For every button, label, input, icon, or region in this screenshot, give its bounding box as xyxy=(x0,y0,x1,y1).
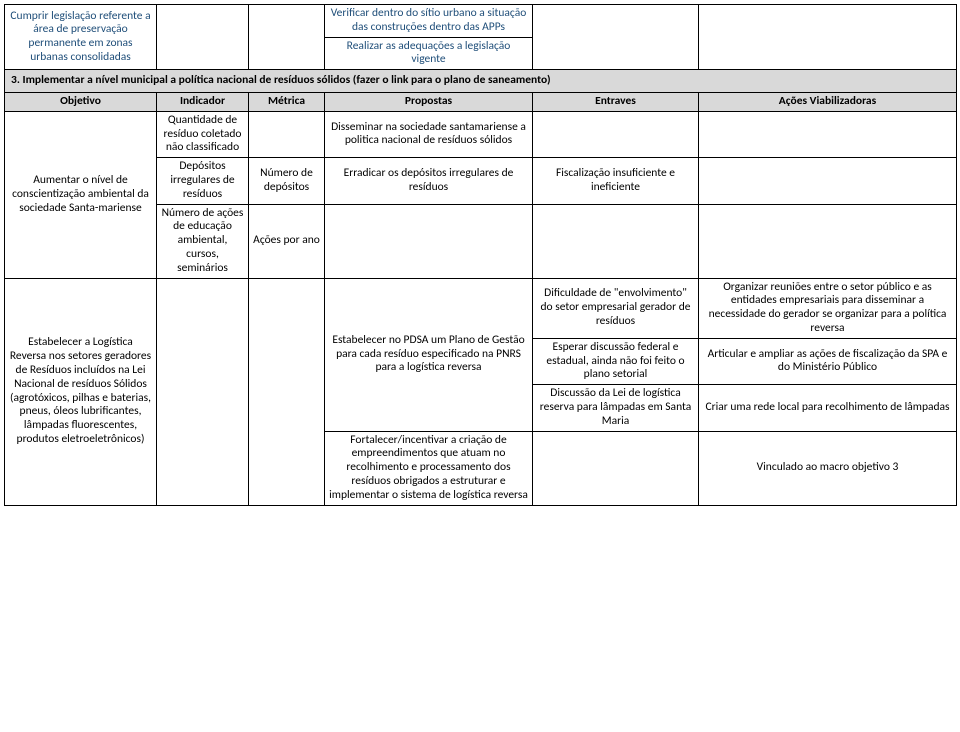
action-cell: Articular e ampliar as ações de fiscaliz… xyxy=(699,338,957,384)
action-cell xyxy=(699,111,957,157)
entrave-cell xyxy=(533,431,699,505)
metric-cell xyxy=(249,5,325,70)
metric-cell xyxy=(249,278,325,505)
metric-cell xyxy=(249,111,325,157)
indicator-cell xyxy=(157,278,249,505)
column-header-row: Objetivo Indicador Métrica Propostas Ent… xyxy=(5,92,957,111)
entrave-cell xyxy=(533,5,699,70)
entrave-cell: Esperar discussão federal e estadual, ai… xyxy=(533,338,699,384)
objective-cell: Estabelecer a Logística Reversa nos seto… xyxy=(5,278,157,505)
section-header-row: 3. Implementar a nível municipal a polít… xyxy=(5,70,957,93)
section-title: 3. Implementar a nível municipal a polít… xyxy=(5,70,957,93)
indicator-cell: Número de ações de educação ambiental, c… xyxy=(157,204,249,278)
table-row: Aumentar o nível de conscientização ambi… xyxy=(5,111,957,157)
proposal-cell: Verificar dentro do sítio urbano a situa… xyxy=(325,5,533,38)
action-cell xyxy=(699,204,957,278)
indicator-cell: Depósitos irregulares de resíduos xyxy=(157,158,249,204)
entrave-cell: Discussão da Lei de logística reserva pa… xyxy=(533,385,699,431)
proposal-cell: Estabelecer no PDSA um Plano de Gestão p… xyxy=(325,278,533,431)
action-cell: Organizar reuniões entre o setor público… xyxy=(699,278,957,338)
proposal-cell: Fortalecer/incentivar a criação de empre… xyxy=(325,431,533,505)
objective-cell: Aumentar o nível de conscientização ambi… xyxy=(5,111,157,278)
metric-cell: Ações por ano xyxy=(249,204,325,278)
action-cell xyxy=(699,5,957,70)
objective-cell: Cumprir legislação referente a área de p… xyxy=(5,5,157,70)
col-header-acoes: Ações Viabilizadoras xyxy=(699,92,957,111)
indicator-cell: Quantidade de resíduo coletado não class… xyxy=(157,111,249,157)
col-header-objetivo: Objetivo xyxy=(5,92,157,111)
action-cell: Criar uma rede local para recolhimento d… xyxy=(699,385,957,431)
col-header-metrica: Métrica xyxy=(249,92,325,111)
proposal-cell xyxy=(325,204,533,278)
metric-cell: Número de depósitos xyxy=(249,158,325,204)
proposal-cell: Realizar as adequações a legislação vige… xyxy=(325,37,533,70)
action-cell xyxy=(699,158,957,204)
col-header-entraves: Entraves xyxy=(533,92,699,111)
indicator-cell xyxy=(157,5,249,70)
col-header-propostas: Propostas xyxy=(325,92,533,111)
action-cell: Vinculado ao macro objetivo 3 xyxy=(699,431,957,505)
table-row: Estabelecer a Logística Reversa nos seto… xyxy=(5,278,957,338)
col-header-indicador: Indicador xyxy=(157,92,249,111)
entrave-cell: Dificuldade de "envolvimento" do setor e… xyxy=(533,278,699,338)
planning-table: Cumprir legislação referente a área de p… xyxy=(4,4,957,506)
proposal-cell: Erradicar os depósitos irregulares de re… xyxy=(325,158,533,204)
entrave-cell xyxy=(533,111,699,157)
entrave-cell: Fiscalização insuficiente e ineficiente xyxy=(533,158,699,204)
table-row: Cumprir legislação referente a área de p… xyxy=(5,5,957,38)
proposal-cell: Disseminar na sociedade santamariense a … xyxy=(325,111,533,157)
entrave-cell xyxy=(533,204,699,278)
